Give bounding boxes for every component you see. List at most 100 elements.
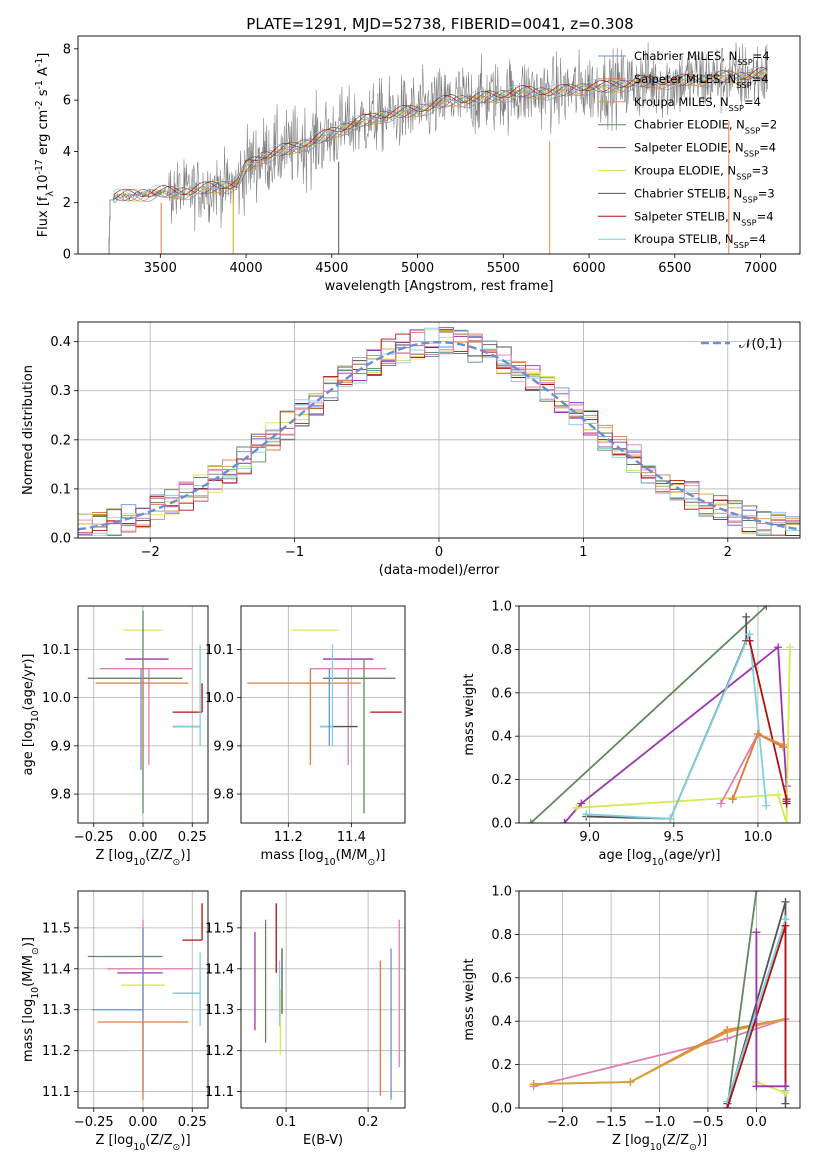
mass_weight_vs_age-series (745, 636, 791, 808)
age_vs_mass-xtick-label: 11.2 (274, 830, 303, 845)
mass_weight_vs_age-point (582, 810, 591, 819)
mass_weight_vs_Z-point (781, 921, 790, 930)
residual-histogram (78, 333, 800, 533)
residuals-xtick-label: −2 (141, 545, 160, 560)
residuals-ytick-label: 0.1 (50, 482, 71, 497)
mass_vs_Z-frame (77, 890, 209, 1109)
mass_weight_vs_age-point (782, 799, 791, 808)
mass_vs_Z-xtick-label: −0.25 (74, 1115, 114, 1130)
mass_weight_vs_age-series-line (748, 640, 788, 804)
mass_vs_Z-axes: −0.25 0.00 0.25 11.1 11.2 11.3 11.4 11.5 Z [log1… (21, 891, 208, 1153)
spectrum-legend-entry: Chabrier ELODIE, NSSP=2 (634, 118, 777, 136)
spectrum-ylabel: Flux [fλ10-17 erg cm-2 s-1 A-1] (34, 53, 56, 238)
residuals-ytick-label: 0.4 (50, 335, 71, 350)
spectrum-model-line (108, 67, 768, 254)
mass_weight_vs_Z-ytick-label: 0.2 (491, 1058, 512, 1073)
spectrum-model-line (108, 71, 768, 254)
mass_weight_vs_Z-xtick-label: −1.0 (644, 1115, 676, 1130)
spectrum-ytick-label: 8 (63, 42, 71, 57)
mass_weight_vs_Z-series (752, 928, 790, 1091)
age_vs_mass-errorbar (310, 668, 387, 766)
mass_weight_vs_age-point (779, 743, 788, 752)
age_vs_Z-errorbar (87, 610, 183, 814)
age_vs_mass-ytick-label: 10.1 (205, 643, 234, 658)
mass_weight_vs_Z-ytick-label: 0.8 (491, 928, 512, 943)
mass_weight_vs_age-point (560, 819, 569, 823)
mass_weight_vs_age-xtick-label: 9.0 (579, 830, 600, 845)
residuals-frame (77, 321, 801, 539)
mass_weight_vs_age-ytick-label: 0.2 (491, 773, 512, 788)
spectrum-ytick-label: 0 (63, 248, 71, 263)
mass_weight_vs_Z-series (723, 891, 761, 1108)
spectrum-legend-entry: Salpeter STELIB, NSSP=4 (634, 209, 774, 227)
mass_weight_vs_Z-point (781, 897, 790, 906)
mass_weight_vs_age-point (774, 790, 783, 799)
residuals-xtick-label: 2 (724, 545, 732, 560)
spectrum-legend-entry: Kroupa ELODIE, NSSP=3 (634, 164, 769, 182)
mass_vs_Z-ylabel: mass [log10(M/M⊙)] (21, 937, 41, 1062)
spectrum-legend-entry: Kroupa MILES, NSSP=4 (634, 95, 761, 113)
mass_weight_vs_age-series-line (530, 606, 767, 823)
residual-histogram (78, 327, 800, 536)
mass_weight_vs_Z-point (529, 1080, 538, 1089)
age_vs_Z-ytick-label: 9.9 (50, 739, 71, 754)
spectrum-xtick-label: 4000 (230, 261, 263, 276)
mass_weight_vs_Z-point (723, 1104, 732, 1108)
age_vs_Z-ylabel: age [log10(age/yr)] (21, 654, 41, 776)
mass_vs_ebv-ytick-label: 11.2 (205, 1044, 234, 1059)
spectrum-ytick-label: 2 (63, 196, 71, 211)
age_vs_mass-axes: 11.2 11.4 9.8 9.9 10.0 10.1 mass [log10(M/M⊙)] (205, 606, 405, 868)
mass_weight_vs_Z-point (752, 1082, 761, 1091)
mass_weight_vs_Z-ylabel: mass weight (462, 958, 477, 1040)
spectrum-legend-entry: Salpeter MILES, NSSP=4 (634, 72, 769, 90)
spectrum-legend-entry: Chabrier MILES, NSSP=4 (634, 49, 770, 67)
mass_weight_vs_Z-ytick-label: 0.0 (491, 1102, 512, 1117)
spectrum-ytick-label: 4 (63, 145, 71, 160)
mass_weight_vs_Z-axes: −2.0 −1.5 −1.0 −0.5 0.0 0.0 0.2 0.4 0.6 0.8 1.0 Z [… (462, 885, 800, 1153)
age_vs_Z-axes: −0.25 0.00 0.25 9.8 9.9 10.0 10.1 Z [log10(Z/Z⊙… (21, 606, 208, 868)
mass_weight_vs_Z-point (781, 1082, 790, 1091)
mass_weight_vs_age-ytick-label: 0.8 (491, 643, 512, 658)
mass_vs_Z-ytick-label: 11.1 (42, 1085, 71, 1100)
age_vs_mass-ytick-label: 10.0 (205, 691, 234, 706)
gaussian-curve (78, 340, 800, 531)
age_vs_Z-ytick-label: 10.1 (42, 643, 71, 658)
mass_vs_Z-ytick-label: 11.5 (42, 921, 71, 936)
mass_weight_vs_Z-point (781, 1099, 790, 1108)
age_vs_Z-errorbar (95, 668, 189, 766)
residuals-ytick-label: 0.0 (50, 532, 71, 547)
mass_weight_vs_Z-point (626, 1077, 635, 1086)
spectrum-legend-entry: Salpeter ELODIE, NSSP=4 (634, 141, 776, 159)
spectrum-xtick-label: 5500 (487, 261, 520, 276)
spectrum-model-line (108, 71, 768, 254)
mass_vs_ebv-ytick-label: 11.5 (205, 921, 234, 936)
mass_weight_vs_age-point (782, 819, 791, 823)
age_vs_Z-frame (77, 605, 209, 824)
mass_weight_vs_age-series (582, 630, 771, 823)
mass_weight_vs_age-ylabel: mass weight (462, 673, 477, 755)
mass_weight_vs_age-ytick-label: 0.4 (491, 730, 512, 745)
spectrum-xtick-label: 3500 (144, 261, 177, 276)
age_vs_mass-ytick-label: 9.8 (213, 788, 234, 803)
spectrum-xtick-label: 6000 (573, 261, 606, 276)
mass_vs_ebv-frame (240, 890, 406, 1109)
residuals-legend: 𝒩(0,1) (701, 337, 782, 352)
mass_vs_Z-errorbar (97, 1021, 189, 1100)
mass_vs_ebv-xlabel: E(B-V) (303, 1133, 343, 1148)
age_vs_Z-xtick-label: −0.25 (74, 830, 114, 845)
mass_vs_ebv-ytick-label: 11.4 (205, 962, 234, 977)
age_vs_mass-xtick-label: 11.4 (337, 830, 366, 845)
mass_weight_vs_Z-xtick-label: 0.0 (746, 1115, 767, 1130)
mass_weight_vs_Z-frame (518, 890, 801, 1109)
mass_weight_vs_Z-xtick-label: −0.5 (692, 1115, 724, 1130)
residuals-ylabel: Normed distribution (21, 365, 36, 495)
mass_weight_vs_age-xtick-label: 9.5 (663, 830, 684, 845)
residuals-xtick-label: 0 (435, 545, 443, 560)
mass_weight_vs_age-point (526, 819, 535, 823)
figure-title: PLATE=1291, MJD=52738, FIBERID=0041, z=0… (246, 15, 633, 33)
age_vs_mass-errorbar (319, 644, 334, 746)
residuals-legend-entry: 𝒩(0,1) (739, 337, 782, 352)
spectrum-model-line (108, 72, 768, 254)
mass_vs_Z-errorbar (91, 927, 144, 1092)
